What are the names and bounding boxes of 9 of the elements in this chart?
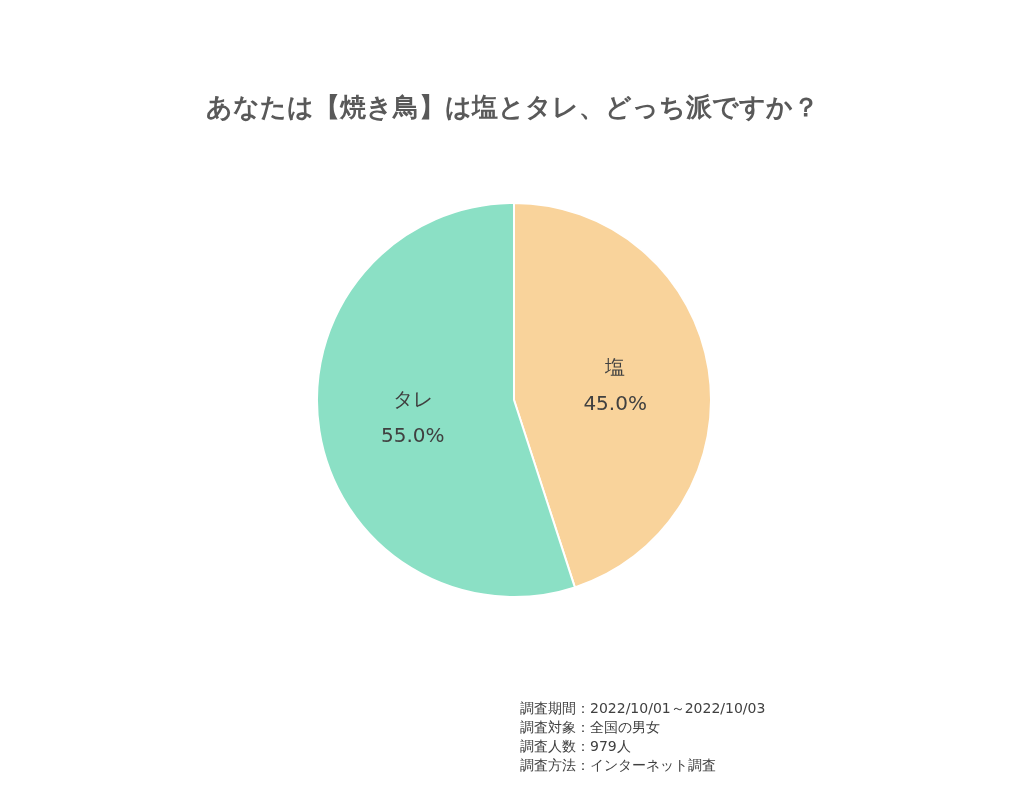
slice-label: 塩 <box>604 354 626 379</box>
data-label: 45.0% <box>583 390 647 415</box>
title: あなたは【焼き鳥】は塩とタレ、どっち派ですか？ <box>205 92 819 122</box>
annotation: 調査期間：2022/10/01～2022/10/03 <box>520 700 766 716</box>
annotation: 調査人数：979人 <box>520 738 631 754</box>
annotation: 調査方法：インターネット調査 <box>520 757 716 773</box>
data-label: 55.0% <box>381 423 445 448</box>
slice-label: タレ <box>392 387 433 412</box>
annotation: 調査対象：全国の男女 <box>520 719 660 735</box>
